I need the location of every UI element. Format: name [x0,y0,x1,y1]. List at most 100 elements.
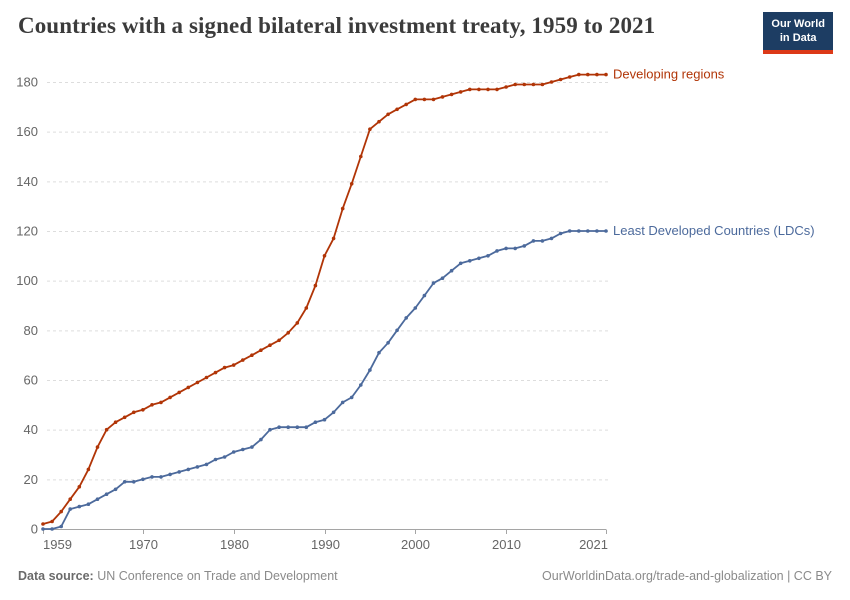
data-point [322,417,327,422]
data-point [458,261,463,266]
data-point [68,497,72,502]
data-point [395,107,399,112]
x-tick-label: 2010 [492,537,521,552]
data-point [359,383,363,387]
data-point [567,229,572,233]
series-line-developing-regions[interactable] [42,73,606,525]
data-point [386,112,390,117]
data-point [549,236,554,241]
data-point [231,363,236,367]
data-point [259,437,263,442]
page-title: Countries with a signed bilateral invest… [18,13,656,38]
data-point [195,380,200,385]
data-point [340,400,345,405]
data-point [177,390,181,395]
data-point [522,244,527,248]
data-point [531,82,536,87]
data-point [449,92,454,97]
data-point [486,254,490,258]
data-point [95,497,100,502]
data-point [340,206,345,211]
x-tick-label: 2000 [401,537,430,552]
data-point [104,427,109,432]
data-point [113,420,118,425]
data-point [431,281,436,285]
data-point [368,368,372,372]
data-point [359,154,363,159]
data-source-label: Data source: [18,569,94,583]
data-point [313,420,318,425]
y-tick-label: 20 [24,472,38,487]
data-point [277,425,281,430]
owid-logo-line2: in Data [779,32,817,45]
data-point [268,427,272,432]
data-point [377,350,381,355]
data-point [586,229,590,233]
data-point [286,331,291,335]
data-point [531,239,536,243]
data-point [322,254,327,258]
x-tick-label: 1959 [43,537,72,552]
x-tick-label: 1970 [129,537,158,552]
data-point [368,127,372,131]
series-label-developing-regions[interactable]: Developing regions [613,67,725,82]
data-point [468,87,472,92]
data-point [458,90,463,94]
data-point [77,485,82,489]
data-point [177,470,181,474]
data-point [395,328,399,333]
data-point [231,450,236,454]
data-point [241,447,245,452]
data-point [113,487,118,492]
series-label-least-developed-countries-ldcs[interactable]: Least Developed Countries (LDCs) [613,223,815,238]
data-point [304,425,309,430]
data-point [250,353,254,358]
x-tick-label: 1980 [220,537,249,552]
owid-logo-line1: Our World [771,18,825,30]
data-point [132,480,136,484]
data-source-note: Data source: UN Conference on Trade and … [18,569,338,583]
data-point [486,87,490,92]
data-point [186,467,191,472]
data-point [422,293,427,298]
data-point [349,395,354,400]
data-point [286,425,291,430]
y-tick-label: 120 [16,224,38,239]
data-point [477,256,481,261]
data-point [122,480,127,484]
data-point [277,338,281,343]
data-point [413,97,418,102]
data-point [59,509,63,514]
data-point [259,348,263,353]
chart-footer: Data source: UN Conference on Trade and … [18,569,832,583]
x-tick-label: 2021 [579,537,608,552]
data-point [495,87,499,92]
data-point [504,85,508,89]
data-point [95,445,100,449]
data-point [304,306,309,310]
data-point [577,72,581,77]
data-point [413,306,418,310]
data-source-text: UN Conference on Trade and Development [93,569,338,583]
data-point [404,316,409,320]
data-point [331,410,336,415]
data-point [540,82,545,87]
data-point [186,385,191,390]
data-point [104,492,109,497]
data-point [504,246,508,251]
y-tick-label: 40 [24,422,38,437]
data-point [295,321,300,325]
data-point [168,395,172,400]
y-tick-label: 140 [16,174,38,189]
data-point [204,462,209,467]
y-tick-label: 60 [24,373,38,388]
y-tick-label: 100 [16,273,38,288]
data-point [449,268,454,273]
data-point [50,527,54,531]
credit-link[interactable]: OurWorldinData.org/trade-and-globalizati… [542,569,832,583]
data-point [313,283,318,288]
data-point [331,236,336,241]
data-point [431,97,436,102]
y-tick-label: 160 [16,124,38,139]
